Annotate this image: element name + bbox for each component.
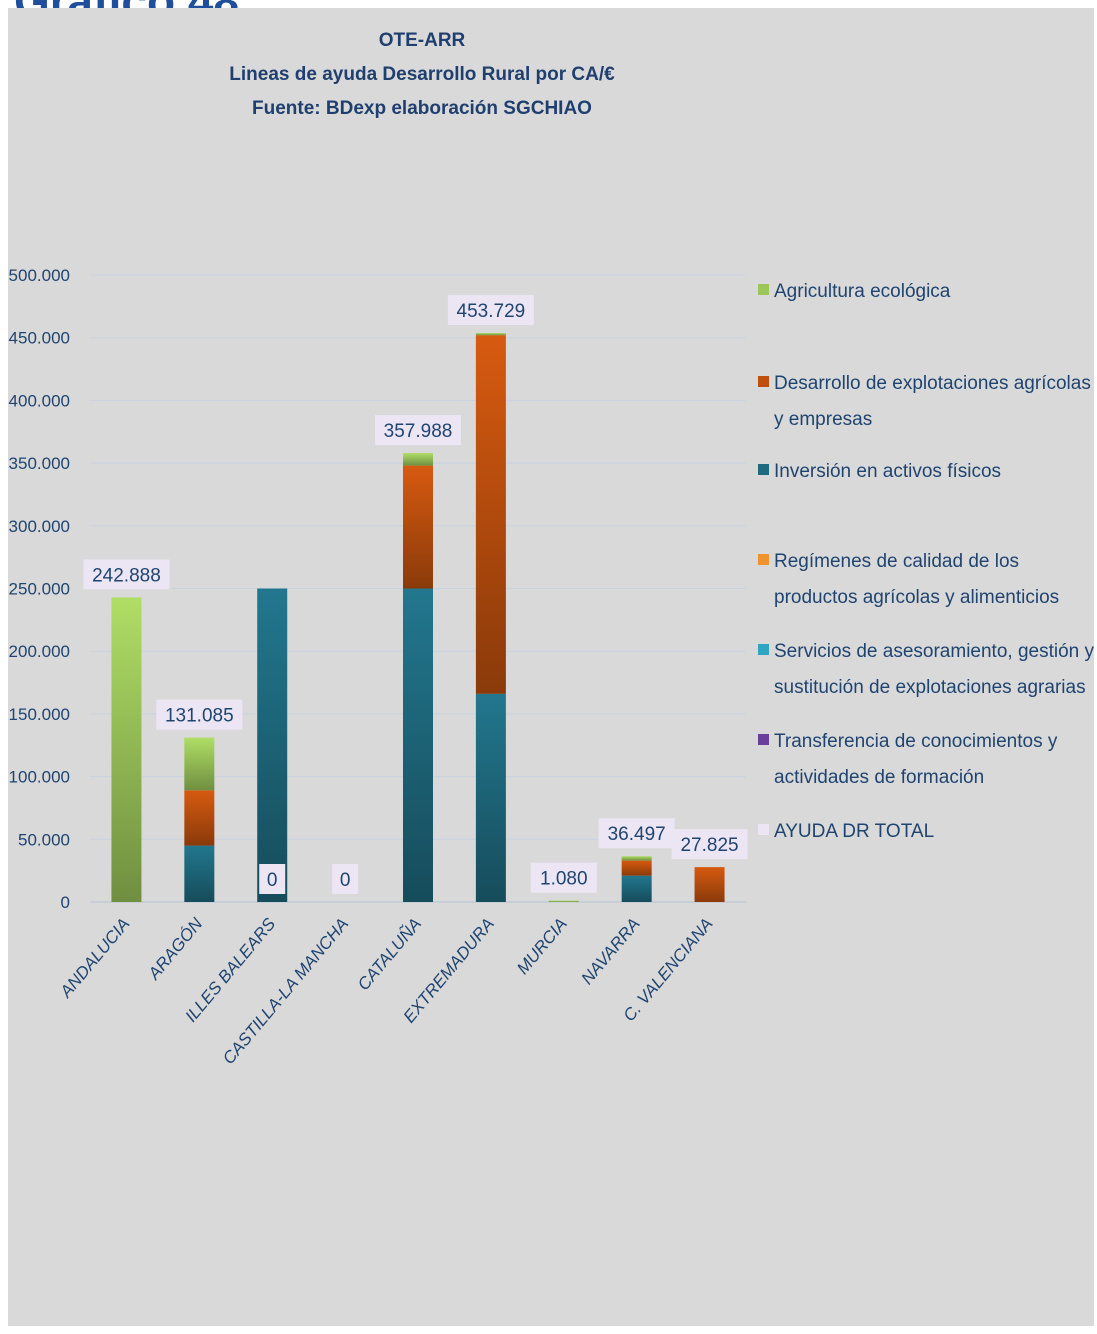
stacked-bar-chart: OTE-ARR Lineas de ayuda Desarrollo Rural … (9, 30, 1094, 1068)
total-label: 0 (267, 870, 278, 891)
y-tick-label: 0 (61, 893, 70, 912)
total-label-box (375, 415, 461, 446)
category-label: ANDALUCIA (56, 914, 134, 1002)
bar-segment (111, 597, 142, 902)
legend-swatch (758, 734, 769, 745)
legend-label: Transferencia de conocimientos y (774, 731, 1058, 752)
chart-title-line: OTE-ARR (379, 30, 466, 51)
total-label: 131.085 (165, 706, 234, 727)
bar-segment (184, 737, 215, 791)
category-label: NAVARRA (578, 914, 644, 988)
total-label-box (447, 295, 534, 326)
legend-label: Agricultura ecológica (774, 281, 951, 302)
total-label: 27.825 (680, 835, 738, 856)
legend-swatch (758, 824, 769, 835)
legend-swatch (758, 554, 769, 565)
bar-segment (475, 333, 506, 336)
total-label: 357.988 (384, 421, 453, 442)
category-label: MURCIA (513, 914, 571, 978)
bar-segment (403, 453, 433, 466)
total-label-box (259, 864, 286, 894)
legend-label: Regímenes de calidad de los (774, 551, 1019, 572)
bar-segment (621, 856, 652, 861)
total-label: 0 (340, 870, 351, 891)
legend-label: Inversión en activos físicos (774, 461, 1001, 482)
legend-label: y empresas (774, 409, 872, 430)
bar-segment (621, 875, 652, 902)
total-label: 453.729 (457, 301, 526, 322)
chart-title: OTE-ARR Lineas de ayuda Desarrollo Rural … (229, 30, 615, 119)
y-tick-label: 450.000 (9, 329, 70, 348)
total-label: 242.888 (92, 565, 161, 586)
bar-segment (184, 790, 215, 846)
category-label: ARAGÓN (144, 914, 207, 984)
category-label: CASTILLA-LA MANCHA (219, 914, 352, 1068)
bar-segment (548, 900, 579, 902)
chart-panel: OTE-ARR Lineas de ayuda Desarrollo Rural … (8, 8, 1094, 1326)
y-tick-label: 350.000 (9, 454, 70, 473)
bar-segment (621, 860, 652, 876)
y-tick-label: 50.000 (18, 830, 70, 849)
legend: Agricultura ecológica Desarrollo de explo… (758, 281, 1094, 842)
chart-title-line: Fuente: BDexp elaboración SGCHIAO (252, 98, 592, 119)
bar-segment (694, 867, 725, 902)
legend-label: Desarrollo de explotaciones agrícolas (774, 373, 1091, 394)
total-label-box (598, 818, 675, 849)
y-tick-label: 300.000 (9, 517, 70, 536)
legend-label: Servicios de asesoramiento, gestión y (774, 641, 1094, 662)
legend-label: sustitución de explotaciones agrarias (774, 677, 1086, 698)
total-label: 36.497 (608, 824, 666, 845)
bars (111, 333, 725, 902)
total-label-box (671, 829, 748, 860)
y-tick-label: 400.000 (9, 391, 70, 410)
bar-segment (257, 588, 288, 902)
legend-swatch (758, 464, 769, 475)
bar-segment (475, 693, 506, 902)
y-tick-label: 200.000 (9, 642, 70, 661)
y-tick-label: 500.000 (9, 266, 70, 285)
total-label-box (332, 864, 359, 894)
chart-title-line: Lineas de ayuda Desarrollo Rural por CA/… (229, 64, 615, 85)
bar-segment (403, 588, 433, 902)
legend-label: productos agrícolas y alimenticios (774, 587, 1059, 608)
legend-label: AYUDA DR TOTAL (774, 821, 934, 842)
total-label-box (83, 559, 170, 590)
total-labels: 242.888 131.085 0 0 357.988 453.729 1.080 36.49… (83, 295, 748, 894)
legend-swatch (758, 376, 769, 387)
y-tick-label: 250.000 (9, 580, 70, 599)
bar-segment (475, 335, 506, 694)
bar-segment (184, 845, 215, 902)
category-label: CATALUÑA (354, 914, 425, 994)
y-tick-label: 150.000 (9, 705, 70, 724)
y-tick-label: 100.000 (9, 768, 70, 787)
legend-swatch (758, 644, 769, 655)
total-label-box (530, 862, 597, 893)
total-label-box (156, 699, 243, 730)
y-axis: 0 50.000 100.000 150.000 200.000 250.000 300.0… (9, 266, 70, 912)
bar-segment (403, 465, 433, 589)
legend-label: actividades de formación (774, 767, 984, 788)
total-label: 1.080 (540, 869, 588, 890)
legend-swatch (758, 284, 769, 295)
